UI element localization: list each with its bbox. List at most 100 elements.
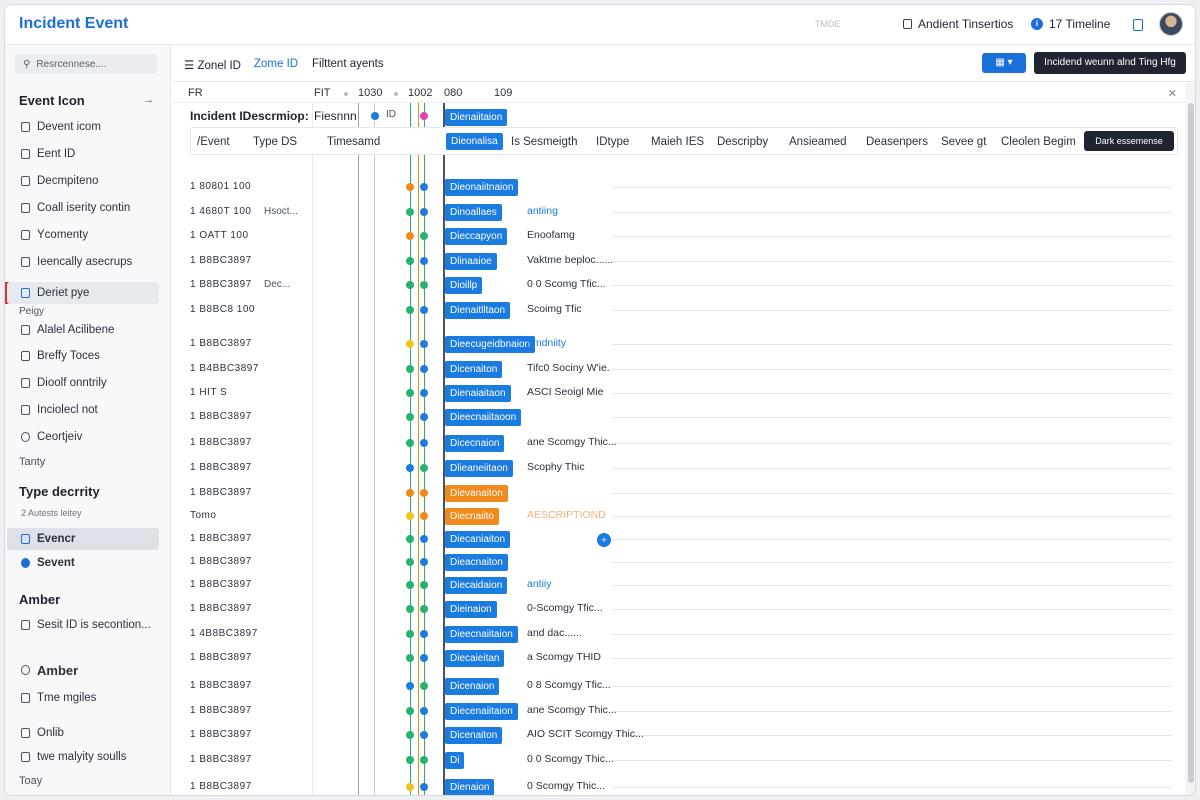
track-node[interactable] [406, 682, 414, 690]
event-chip[interactable]: Dinoallaes [445, 204, 502, 221]
scrollbar[interactable] [1185, 83, 1195, 795]
event-chip[interactable]: Dieecnaiitaoon [445, 409, 522, 426]
export-button[interactable]: Dark essemense [1084, 131, 1174, 151]
sidebar-item[interactable]: Decmpiteno [7, 170, 159, 192]
close-icon[interactable]: ✕ [1167, 88, 1177, 100]
event-chip[interactable]: Dieonaiitnaion [445, 179, 519, 196]
bookmark-icon[interactable] [1133, 19, 1143, 31]
tab-filter-events[interactable]: Filttent ayents [312, 58, 384, 70]
column-header[interactable]: Sevee gt [941, 136, 987, 148]
event-chip[interactable]: Dlinaaioe [445, 253, 497, 270]
event-chip[interactable]: Dioillp [445, 277, 483, 294]
view-dropdown-button[interactable]: ▦ ▾ [982, 53, 1026, 73]
sidebar-item[interactable]: Alalel Acilibene [7, 319, 159, 341]
column-header[interactable]: IDtype [596, 136, 630, 148]
track-node[interactable] [420, 340, 428, 348]
track-node[interactable] [406, 464, 414, 472]
event-chip[interactable]: Dicecnaion [445, 435, 505, 452]
track-node[interactable] [420, 257, 428, 265]
event-chip[interactable]: Dicenaiton [445, 361, 503, 378]
column-header[interactable]: Type DS [253, 136, 298, 148]
sidebar-item[interactable]: Ieencally asecrups [7, 251, 159, 273]
track-node[interactable] [406, 731, 414, 739]
column-header[interactable]: /Event [197, 136, 230, 148]
track-node[interactable] [420, 630, 428, 638]
track-node[interactable] [420, 413, 428, 421]
sidebar-item[interactable]: Inciolecl not [7, 399, 159, 421]
track-node[interactable] [420, 654, 428, 662]
track-node[interactable] [420, 232, 428, 240]
event-chip[interactable]: Diecenaiitaion [445, 703, 518, 720]
chevron-right-icon[interactable]: → [143, 94, 154, 106]
track-node[interactable] [406, 605, 414, 613]
track-node[interactable] [406, 365, 414, 373]
event-chip[interactable]: Dicenaion [445, 678, 500, 695]
event-chip[interactable]: Dieinaion [445, 601, 497, 618]
sidebar-item[interactable]: Ceortjeiv [7, 426, 159, 448]
track-node[interactable] [420, 389, 428, 397]
event-chip[interactable]: Dlieaneiitaon [445, 460, 513, 477]
event-chip[interactable]: Di [445, 752, 465, 769]
sidebar-item-sevent[interactable]: Sevent [7, 552, 159, 574]
event-chip[interactable]: Diecnaiito [445, 508, 499, 525]
tab-zonel-id[interactable]: ☰ Zonel ID [184, 58, 241, 72]
timeline-link[interactable]: i 17 Timeline [1031, 17, 1110, 31]
column-header[interactable]: Ansieamed [789, 136, 847, 148]
avatar[interactable] [1159, 12, 1183, 36]
track-node[interactable] [420, 489, 428, 497]
column-header[interactable]: Cleolen Begim [1001, 136, 1076, 148]
track-node[interactable] [406, 183, 414, 191]
track-node[interactable] [420, 365, 428, 373]
event-chip[interactable]: Diecaieitan [445, 650, 505, 667]
ruler-fit[interactable]: FIT [314, 87, 331, 99]
sidebar-item-selected[interactable]: Deriet pye [7, 282, 159, 304]
sidebar-item[interactable]: Devent icom [7, 116, 159, 138]
track-node[interactable] [406, 512, 414, 520]
track-node[interactable] [406, 558, 414, 566]
track-node[interactable] [406, 707, 414, 715]
sidebar-item[interactable]: Sesit ID is secontion... [7, 614, 159, 636]
sidebar-item[interactable]: Eent ID [7, 143, 159, 165]
event-chip[interactable]: Dienaiitaion [445, 109, 508, 126]
event-chip[interactable]: Dicenaiton [445, 727, 503, 744]
track-node[interactable] [420, 605, 428, 613]
track-node[interactable] [406, 306, 414, 314]
track-node[interactable] [420, 535, 428, 543]
scrollbar-thumb[interactable] [1188, 103, 1194, 783]
sidebar-item[interactable]: twe malyity soulls [7, 746, 159, 768]
track-node[interactable] [420, 731, 428, 739]
incident-action-button[interactable]: Incidend weunn alnd Ting Hfg [1034, 52, 1186, 74]
event-chip[interactable]: Dieacnaiton [445, 554, 508, 571]
track-node[interactable] [420, 756, 428, 764]
track-node[interactable] [420, 208, 428, 216]
track-node[interactable] [406, 413, 414, 421]
track-node[interactable] [406, 581, 414, 589]
track-node[interactable] [420, 439, 428, 447]
add-marker-button[interactable]: + [597, 533, 611, 547]
track-node[interactable] [420, 512, 428, 520]
track-node[interactable] [420, 682, 428, 690]
sidebar-item[interactable]: Onlib [7, 722, 159, 744]
section-amber-2[interactable]: Amber [7, 659, 159, 681]
search-input[interactable]: ⚲ Resrcennese.... [15, 54, 157, 74]
track-node[interactable] [406, 232, 414, 240]
track-node[interactable] [420, 581, 428, 589]
event-chip[interactable]: Dieccapyon [445, 228, 508, 245]
track-node[interactable] [406, 756, 414, 764]
column-header[interactable]: Timesamd [327, 136, 381, 148]
track-node[interactable] [420, 707, 428, 715]
track-node[interactable] [406, 257, 414, 265]
sidebar-item-evencr[interactable]: Evencr [7, 528, 159, 550]
event-chip[interactable]: Dievanaiton [445, 485, 508, 502]
event-chip[interactable]: Dieecnaiitaion [445, 626, 518, 643]
tab-zome-id[interactable]: Zome ID [254, 58, 299, 70]
sidebar-item[interactable]: Coall iserity contin [7, 197, 159, 219]
event-chip[interactable]: Dieonalisa [446, 133, 503, 150]
track-node[interactable] [406, 489, 414, 497]
track-node[interactable] [406, 535, 414, 543]
track-node[interactable] [406, 654, 414, 662]
event-chip[interactable]: Diecaidaion [445, 577, 508, 594]
track-node[interactable] [406, 783, 414, 791]
track-node[interactable] [406, 630, 414, 638]
event-chip[interactable]: Dieecugeidbnaion [445, 336, 536, 353]
